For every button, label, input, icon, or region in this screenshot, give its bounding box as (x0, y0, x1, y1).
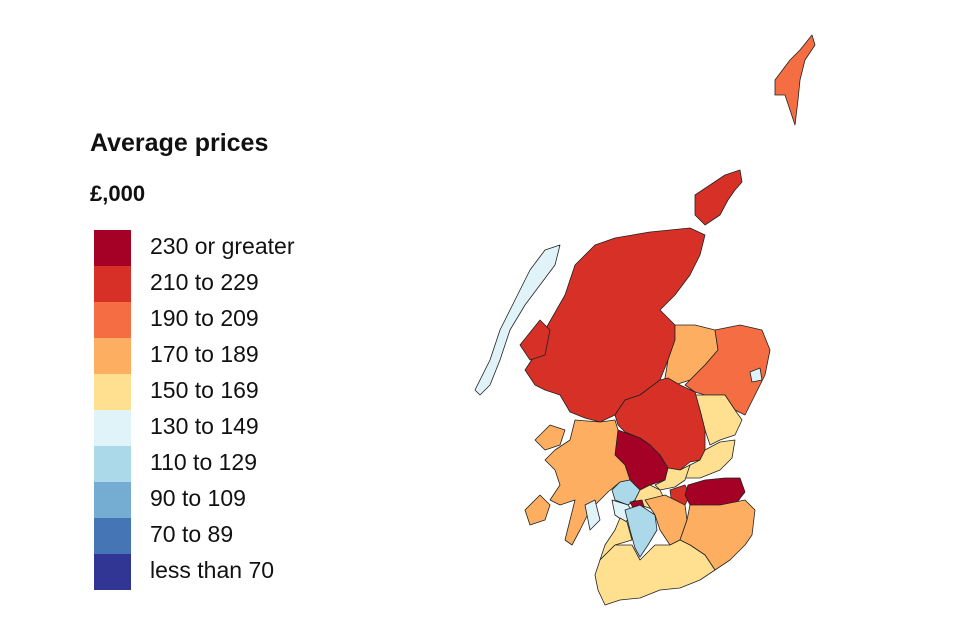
region-arran (584, 499, 601, 531)
legend-item: 90 to 109 (94, 482, 246, 518)
legend-item: 150 to 169 (94, 374, 259, 410)
legend-item: 70 to 89 (94, 518, 233, 554)
legend-swatch (94, 446, 131, 482)
legend-swatch (94, 374, 131, 410)
region-western-isles (474, 244, 561, 396)
region-aberdeen-city (749, 367, 763, 383)
legend-label: 90 to 109 (150, 485, 246, 511)
legend-item: 210 to 229 (94, 266, 259, 302)
legend-title: Average prices (90, 129, 269, 157)
legend-swatch (94, 482, 131, 518)
region-perth (614, 377, 706, 471)
region-ayrshire (599, 517, 633, 561)
legend-swatch (94, 302, 131, 338)
region-falkirk (654, 464, 691, 491)
legend-swatch (94, 410, 131, 446)
region-dumfries-galloway (594, 539, 716, 606)
legend-swatch (94, 266, 131, 302)
region-argyll (544, 419, 631, 546)
region-orkney (694, 169, 743, 226)
region-east-ayrshire (624, 504, 658, 558)
region-mull (534, 424, 566, 451)
legend-item: 230 or greater (94, 230, 294, 266)
legend-label: 210 to 229 (150, 269, 259, 295)
region-fife (684, 439, 736, 479)
legend-label: 190 to 209 (150, 305, 259, 331)
legend: 230 or greater 210 to 229 190 to 209 170… (94, 230, 294, 590)
legend-label: less than 70 (150, 557, 275, 583)
legend-label: 110 to 129 (150, 449, 258, 475)
legend-label: 150 to 169 (150, 377, 259, 403)
legend-item: 130 to 149 (94, 410, 259, 446)
legend-swatch (94, 554, 131, 590)
legend-item: less than 70 (94, 554, 274, 590)
legend-unit: £,000 (90, 181, 146, 206)
legend-swatch (94, 230, 131, 266)
legend-swatch (94, 338, 131, 374)
legend-label: 170 to 189 (150, 341, 259, 367)
legend-item: 190 to 209 (94, 302, 259, 338)
legend-item: 110 to 129 (94, 446, 257, 482)
legend-label: 230 or greater (150, 233, 295, 259)
legend-label: 130 to 149 (150, 413, 259, 439)
region-shetland (774, 34, 816, 126)
region-skye (519, 319, 551, 361)
legend-label: 70 to 89 (150, 521, 234, 547)
legend-item: 170 to 189 (94, 338, 259, 374)
legend-swatch (94, 518, 131, 554)
region-islay (524, 494, 551, 526)
